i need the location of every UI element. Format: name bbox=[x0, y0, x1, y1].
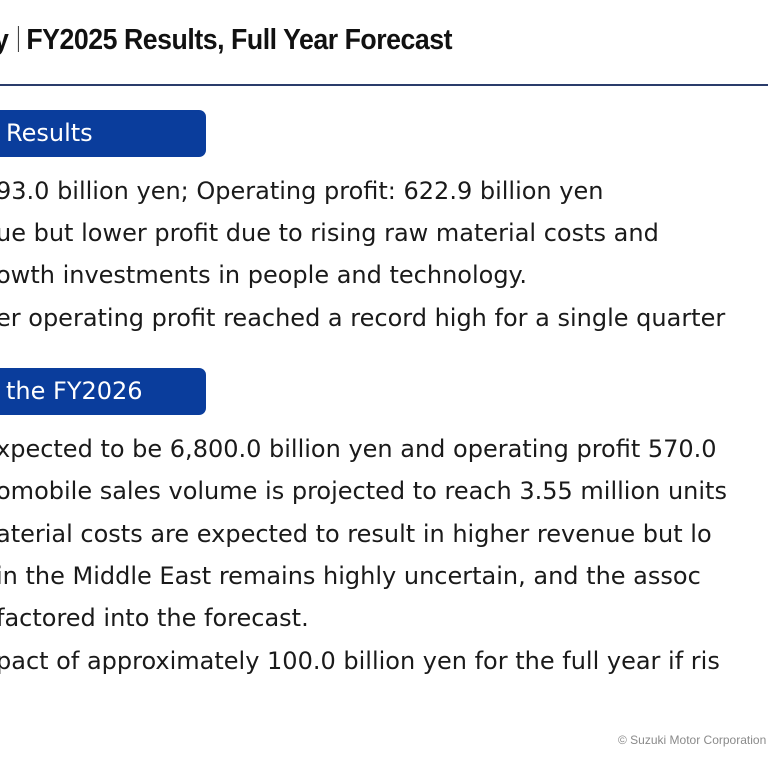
forecast-line-3: aterial costs are expected to result in … bbox=[0, 520, 712, 548]
slide-title: y FY2025 Results, Full Year Forecast bbox=[0, 24, 453, 57]
forecast-line-5: factored into the forecast. bbox=[0, 604, 309, 632]
results-line-3: owth investments in people and technolog… bbox=[0, 261, 527, 289]
results-line-4: er operating profit reached a record hig… bbox=[0, 304, 726, 332]
forecast-line-4: in the Middle East remains highly uncert… bbox=[0, 562, 701, 590]
title-main: FY2025 Results, Full Year Forecast bbox=[26, 24, 453, 56]
forecast-line-1: xpected to be 6,800.0 billion yen and op… bbox=[0, 435, 717, 463]
section-heading-forecast: the FY2026 bbox=[0, 368, 206, 415]
copyright-footer: © Suzuki Motor Corporation bbox=[618, 733, 767, 747]
results-line-1: 93.0 billion yen; Operating profit: 622.… bbox=[0, 177, 604, 205]
results-line-2: ue but lower profit due to rising raw ma… bbox=[0, 219, 659, 247]
section-heading-forecast-label: the FY2026 bbox=[6, 377, 143, 405]
title-separator bbox=[17, 26, 19, 52]
forecast-line-6: pact of approximately 100.0 billion yen … bbox=[0, 647, 720, 675]
section-heading-results-label: Results bbox=[6, 119, 93, 147]
header-rule bbox=[0, 84, 768, 86]
section-heading-results: Results bbox=[0, 110, 206, 157]
forecast-line-2: omobile sales volume is projected to rea… bbox=[0, 477, 727, 505]
title-prefix: y bbox=[0, 24, 9, 56]
